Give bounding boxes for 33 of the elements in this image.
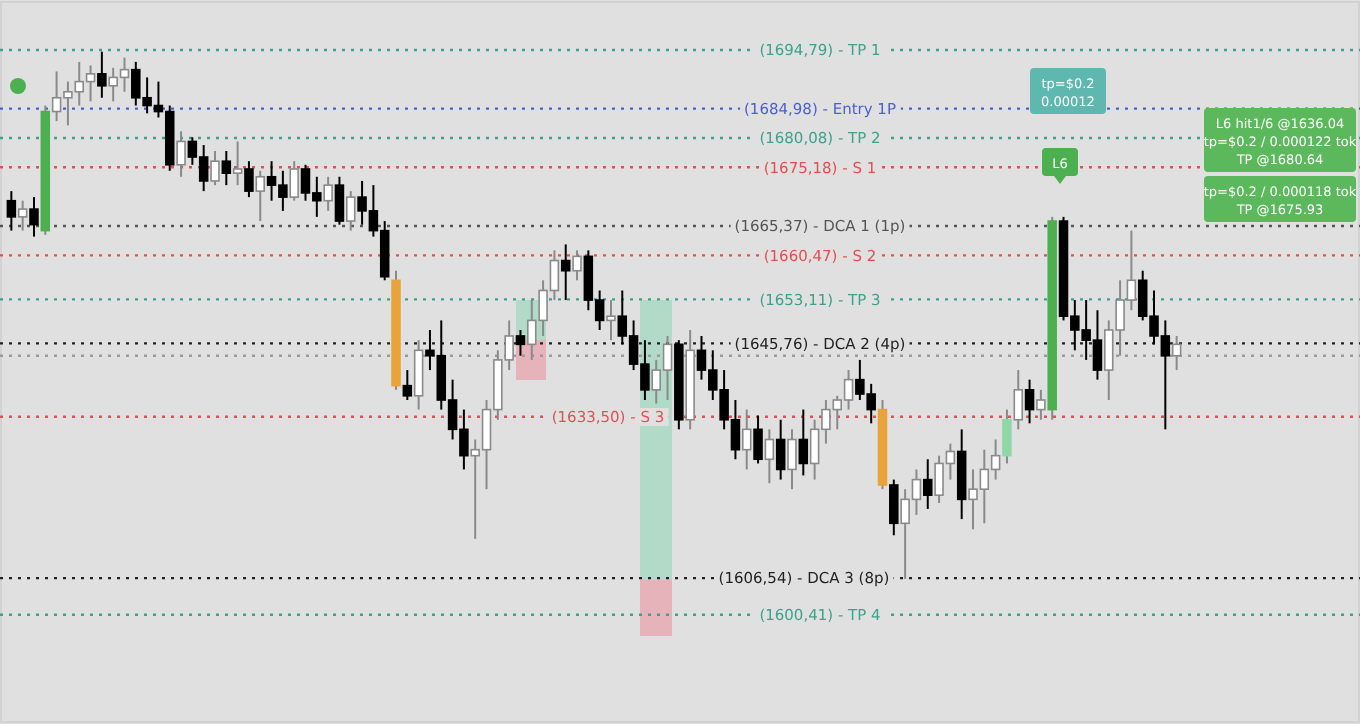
candlestick [753,414,763,465]
candlestick [560,243,571,302]
candlestick [210,150,220,187]
candlestick [787,428,797,491]
candlestick [922,458,933,510]
candlestick [775,418,786,481]
candlestick [798,408,809,477]
candlestick [221,150,232,187]
candlestick [29,196,39,238]
candlestick [515,328,526,357]
candlestick [97,50,107,99]
candlestick [956,428,967,521]
candlestick [289,160,299,202]
candlestick [323,175,333,212]
candlestick [1036,388,1046,421]
candlestick [572,249,582,282]
candlestick [1013,369,1024,431]
candlestick [606,299,616,342]
candlestick [741,408,752,471]
candlestick [1024,378,1035,425]
candlestick [764,428,775,485]
candlestick [1171,334,1182,372]
candlestick [17,199,28,232]
candlestick [244,160,254,199]
candlestick [176,130,186,178]
candlestick [346,190,356,232]
candlestick [413,339,424,411]
candlestick [6,190,17,232]
candlestick [255,169,266,223]
candlestick [402,369,413,401]
candlestick [889,478,899,537]
candlestick [232,140,243,187]
candlestick [334,175,345,226]
